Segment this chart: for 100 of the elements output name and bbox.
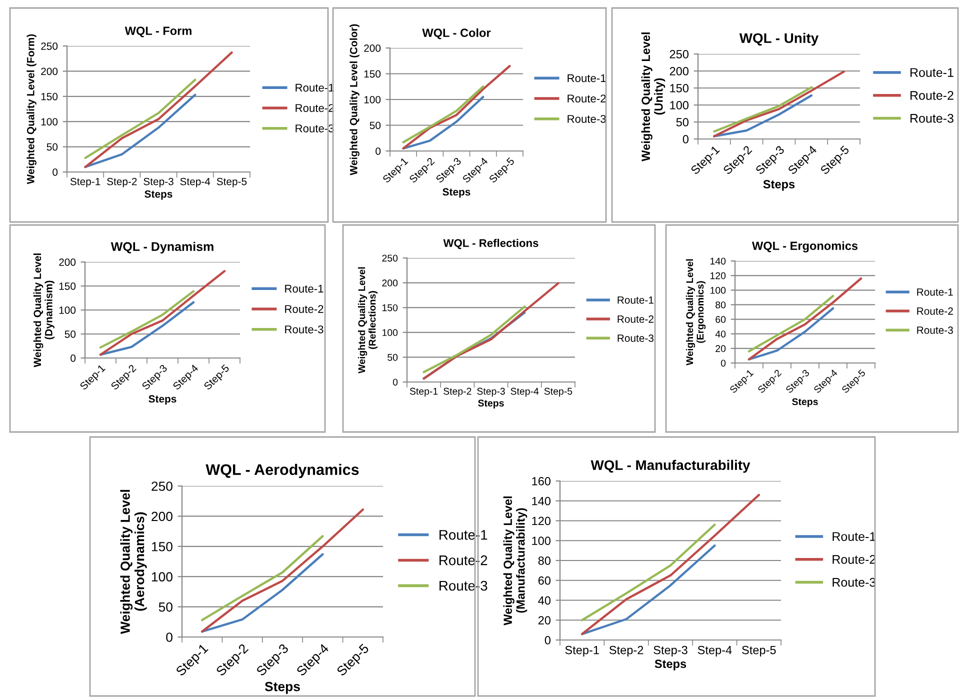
y-tick-label: 100 <box>364 96 381 104</box>
line-series <box>422 282 560 380</box>
chart-title: WQL - Manufacturability <box>590 460 750 473</box>
legend-label: Route-1 <box>568 74 606 82</box>
y-tick-label: 150 <box>364 70 381 78</box>
legend-label: Route-2 <box>618 315 654 323</box>
y-tick-label: 20 <box>716 345 726 352</box>
y-tick-label: 120 <box>532 516 551 526</box>
legend-label: Route-2 <box>440 555 488 566</box>
y-tick-label: 250 <box>41 42 58 50</box>
x-tick-label: Step-5 <box>216 178 247 188</box>
line-series <box>748 307 834 360</box>
y-tick-label: 50 <box>676 118 689 126</box>
y-axis-title: Weighted Quality Level (Unity) <box>641 32 666 162</box>
y-tick-label: 200 <box>382 280 398 286</box>
x-tick-label: Step-4 <box>698 646 732 657</box>
y-tick-label: 200 <box>670 67 689 76</box>
chart-title: WQL - Aerodynamics <box>206 464 359 478</box>
legend-label: Route-3 <box>832 578 876 587</box>
y-tick-label: 200 <box>364 44 381 52</box>
x-tick-label: Step-3 <box>654 646 688 657</box>
chart-title: WQL - Unity <box>739 32 819 46</box>
y-tick-label: 80 <box>716 301 726 308</box>
x-tick-label: Step-1 <box>70 178 100 188</box>
y-axis-title: Weighted Quality Level (Reflections) <box>358 267 378 374</box>
chart-title: WQL - Dynamism <box>110 242 214 254</box>
legend-label: Route-2 <box>285 305 324 313</box>
y-tick-label: 100 <box>532 536 551 546</box>
legend-label: Route-3 <box>440 580 488 591</box>
y-tick-label: 100 <box>59 306 76 314</box>
line-series <box>200 508 364 633</box>
y-tick-label: 0 <box>52 168 58 176</box>
y-tick-label: 60 <box>716 316 726 323</box>
x-tick-label: Step-4 <box>510 388 539 397</box>
y-tick-label: 100 <box>382 329 398 336</box>
line-series <box>99 270 226 356</box>
legend-label: Route-1 <box>832 532 876 541</box>
line-series <box>748 277 862 360</box>
legend-label: Route-3 <box>285 325 324 334</box>
y-tick-label: 80 <box>538 556 551 565</box>
x-tick-label: Step-2 <box>609 646 644 657</box>
line-series <box>580 544 716 636</box>
y-tick-label: 150 <box>41 92 58 100</box>
line-series <box>402 86 484 144</box>
legend-label: Route-3 <box>910 114 954 123</box>
x-tick-label: Step-2 <box>107 178 137 188</box>
line-series <box>84 51 233 168</box>
legend-label: Route-2 <box>832 555 876 564</box>
x-axis-title: Steps <box>654 660 686 670</box>
y-tick-label: 50 <box>370 122 381 130</box>
line-series <box>713 86 813 133</box>
y-axis-title: Weighted Quality Level (Manufacturability) <box>503 496 528 626</box>
x-tick-label: Step-5 <box>742 646 776 657</box>
line-series <box>748 294 834 352</box>
y-tick-label: 140 <box>710 258 726 265</box>
chart-title: WQL - Ergonomics <box>752 241 858 252</box>
y-tick-label: 250 <box>670 50 689 58</box>
y-tick-label: 200 <box>41 68 58 76</box>
legend-label: Route-2 <box>917 307 953 315</box>
x-axis-title: Steps <box>442 188 470 198</box>
line-series <box>200 553 324 633</box>
y-tick-label: 120 <box>710 272 726 280</box>
y-tick-label: 0 <box>70 354 76 362</box>
legend-label: Route-3 <box>568 114 606 123</box>
y-tick-label: 0 <box>682 135 689 144</box>
y-tick-label: 60 <box>538 576 551 585</box>
y-tick-label: 0 <box>166 632 172 642</box>
y-tick-label: 0 <box>544 636 551 644</box>
x-axis-title: Steps <box>148 395 176 405</box>
y-tick-label: 150 <box>59 282 76 290</box>
legend-label: Route-1 <box>285 284 324 293</box>
y-tick-label: 200 <box>152 512 172 522</box>
y-tick-label: 100 <box>670 101 689 110</box>
x-axis-title: Steps <box>144 190 172 200</box>
y-tick-label: 140 <box>532 496 551 506</box>
x-axis-title: Steps <box>792 398 818 408</box>
line-series <box>713 94 813 138</box>
x-axis-title: Steps <box>264 682 300 694</box>
y-tick-label: 40 <box>715 330 726 338</box>
line-series <box>402 96 484 150</box>
line-series <box>422 306 526 374</box>
y-tick-label: 0 <box>720 360 726 367</box>
line-series <box>84 94 196 168</box>
legend-label: Route-2 <box>296 104 334 112</box>
x-tick-label: Step-5 <box>544 388 572 397</box>
y-tick-label: 100 <box>41 118 58 126</box>
y-tick-label: 40 <box>538 596 551 605</box>
x-tick-label: Step-2 <box>444 388 472 397</box>
line-series <box>580 524 716 622</box>
legend-label: Route-2 <box>910 91 954 100</box>
legend-label: Route-3 <box>618 334 654 342</box>
chart-title: WQL - Color <box>422 28 491 40</box>
y-tick-label: 160 <box>532 477 551 486</box>
y-axis-title: Weighted Quality Level (Ergonomics) <box>686 259 706 366</box>
y-tick-label: 250 <box>382 254 398 262</box>
y-tick-label: 50 <box>388 354 398 361</box>
y-axis-title: Weighted Quality Level (Aerodynamics) <box>120 490 147 634</box>
legend-label: Route-1 <box>296 84 334 92</box>
chart-title: WQL - Form <box>124 26 192 38</box>
y-axis-title: Weighted Quality Level (Color) <box>350 24 360 176</box>
